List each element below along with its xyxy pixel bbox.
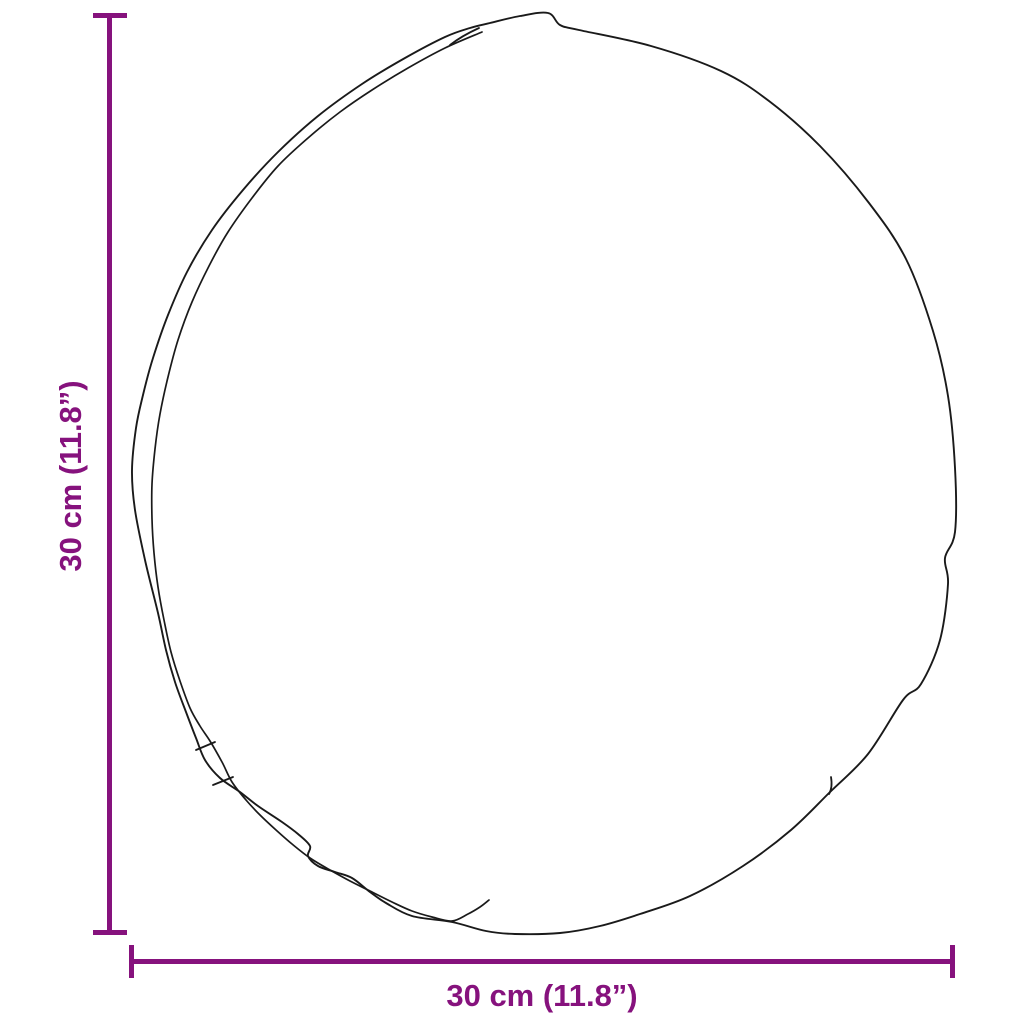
vertical-dimension-line	[107, 15, 112, 933]
cushion-outline	[131, 11, 958, 936]
fold-tick-right	[828, 776, 833, 795]
cushion-seam-line	[150, 31, 490, 922]
seam-double-stroke-detail	[449, 27, 480, 46]
stitch-tick-upper	[195, 741, 216, 751]
horizontal-dimension-cap-left	[129, 945, 134, 978]
horizontal-dimension-line	[131, 959, 953, 964]
vertical-dimension-label: 30 cm (11.8”)	[53, 380, 88, 572]
horizontal-dimension-cap-right	[950, 945, 955, 978]
horizontal-dimension-label: 30 cm (11.8”)	[446, 978, 638, 1013]
vertical-dimension-cap-top	[93, 13, 127, 18]
stitch-tick-lower	[212, 776, 234, 786]
vertical-dimension-cap-bottom	[93, 930, 127, 935]
